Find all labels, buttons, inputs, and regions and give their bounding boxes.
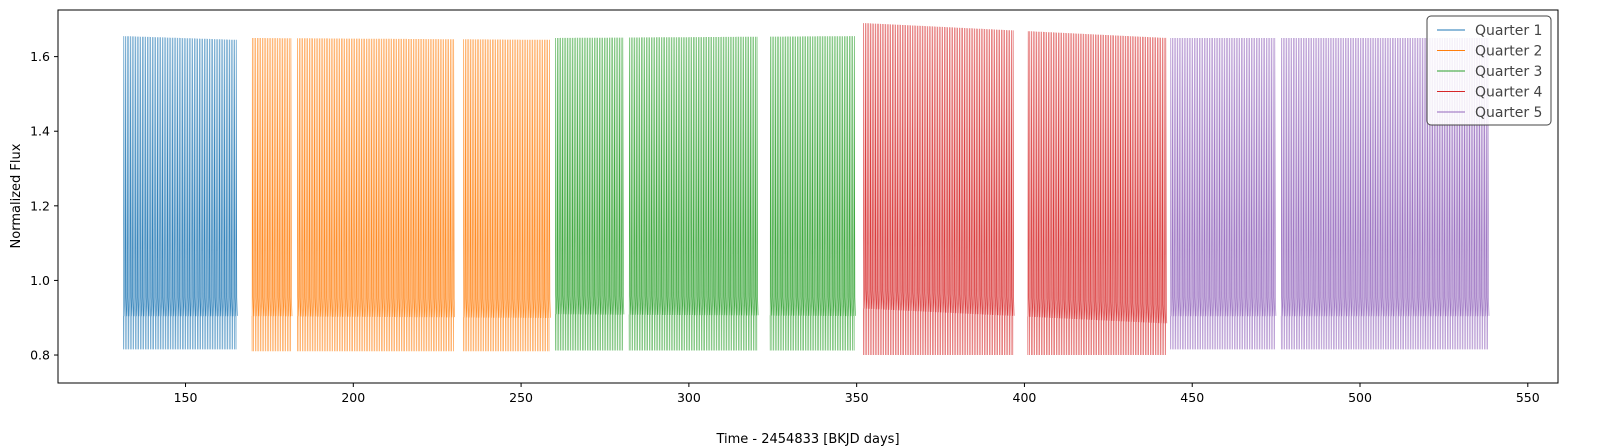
series-line: [863, 23, 1168, 356]
legend: Quarter 1 Quarter 2 Quarter 3 Quarter 4 Quar…: [1426, 15, 1552, 126]
x-tick-label: 450: [1180, 390, 1204, 405]
x-tick-label: 400: [1013, 390, 1037, 405]
legend-label: Quarter 4: [1475, 85, 1543, 101]
y-tick-label: 1.4: [30, 124, 50, 139]
series-line: [123, 36, 238, 350]
ticks-layer: 150 200 250 300 350 400 450 500 550 0.8 1.0 1.2 1.4 1…: [30, 49, 1540, 405]
plot-frame: [57, 9, 1559, 384]
legend-box: [1426, 15, 1552, 126]
y-tick-label: 0.8: [30, 348, 50, 363]
legend-label: Quarter 3: [1475, 64, 1542, 80]
series-3: [555, 36, 856, 351]
x-tick-label: 150: [174, 390, 198, 405]
legend-label: Quarter 2: [1475, 44, 1542, 60]
x-tick-label: 350: [845, 390, 869, 405]
y-tick-label: 1.6: [30, 49, 50, 64]
series-line: [1170, 37, 1490, 350]
x-tick-label: 200: [341, 390, 365, 405]
series-line: [555, 36, 856, 351]
series-2: [251, 37, 551, 352]
legend-label: Quarter 5: [1475, 105, 1542, 121]
x-tick-label: 300: [677, 390, 701, 405]
series-line: [251, 37, 551, 352]
x-tick-label: 550: [1516, 390, 1540, 405]
series-1: [123, 36, 238, 350]
y-tick-label: 1.0: [30, 273, 50, 288]
x-axis-label: Time - 2454833 [BKJD days]: [715, 432, 899, 447]
y-axis-label: Normalized Flux: [9, 143, 24, 248]
series-4: [863, 23, 1168, 356]
y-tick-label: 1.2: [30, 198, 50, 213]
x-tick-label: 250: [509, 390, 533, 405]
legend-label: Quarter 1: [1475, 23, 1542, 39]
series-layer: [123, 23, 1490, 356]
x-tick-label: 500: [1348, 390, 1372, 405]
series-5: [1170, 37, 1490, 350]
